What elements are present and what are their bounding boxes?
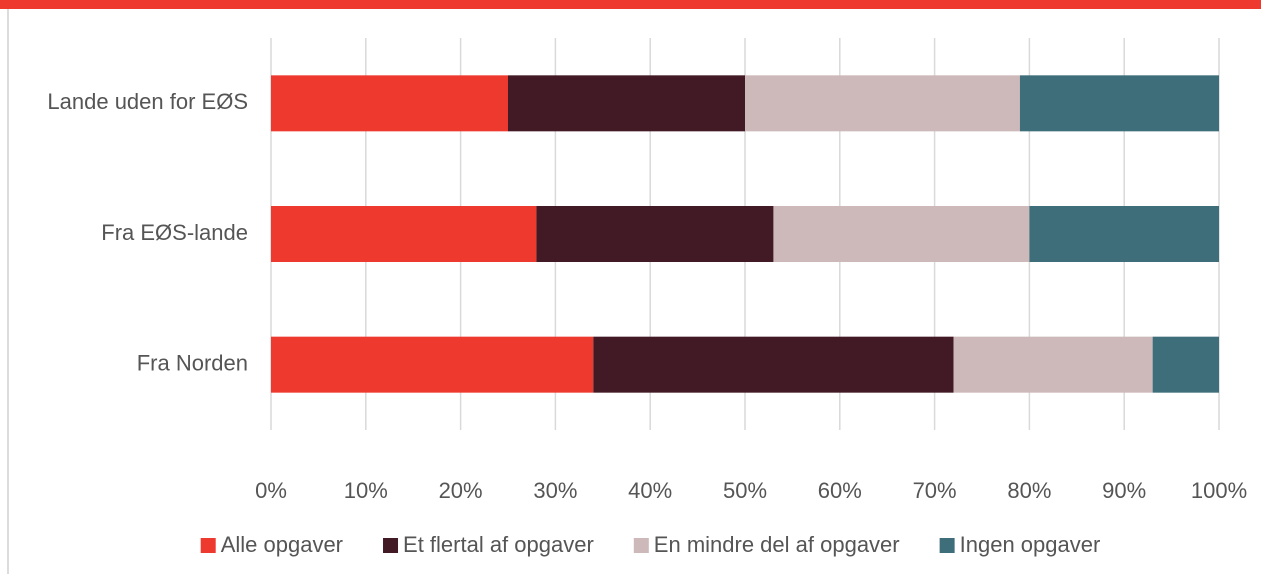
- bar-segment: [271, 75, 508, 132]
- y-tick-label: Fra Norden: [137, 350, 248, 375]
- bar-segment: [536, 206, 774, 262]
- legend-label: Alle opgaver: [221, 532, 343, 557]
- legend-swatch: [200, 538, 216, 553]
- bar-segment: [773, 206, 1030, 262]
- x-tick-label: 20%: [439, 478, 483, 503]
- legend-label: En mindre del af opgaver: [654, 532, 900, 557]
- bar-segment: [1029, 206, 1219, 262]
- x-tick-label: 90%: [1102, 478, 1146, 503]
- legend-label: Ingen opgaver: [960, 532, 1101, 557]
- bar-segment: [271, 336, 594, 393]
- bar-segment: [508, 75, 745, 132]
- x-tick-label: 30%: [533, 478, 577, 503]
- x-tick-label: 80%: [1007, 478, 1051, 503]
- x-tick-label: 40%: [628, 478, 672, 503]
- legend-swatch: [633, 538, 649, 553]
- bar-segment: [745, 75, 1020, 132]
- bar-segment: [953, 336, 1153, 393]
- x-tick-label: 70%: [913, 478, 957, 503]
- x-tick-label: 50%: [723, 478, 767, 503]
- bar-segment: [1019, 75, 1219, 132]
- bar-segment: [1152, 336, 1219, 393]
- y-tick-label: Fra EØS-lande: [101, 220, 248, 245]
- x-tick-label: 60%: [818, 478, 862, 503]
- legend-label: Et flertal af opgaver: [403, 532, 594, 557]
- x-tick-label: 0%: [255, 478, 287, 503]
- y-tick-label: Lande uden for EØS: [47, 89, 248, 114]
- x-tick-label: 100%: [1191, 478, 1247, 503]
- legend-swatch: [383, 538, 399, 553]
- top-band: [0, 0, 1261, 9]
- legend-swatch: [939, 538, 955, 553]
- bar-segment: [271, 206, 537, 262]
- x-tick-label: 10%: [344, 478, 388, 503]
- bar-segment: [593, 336, 954, 393]
